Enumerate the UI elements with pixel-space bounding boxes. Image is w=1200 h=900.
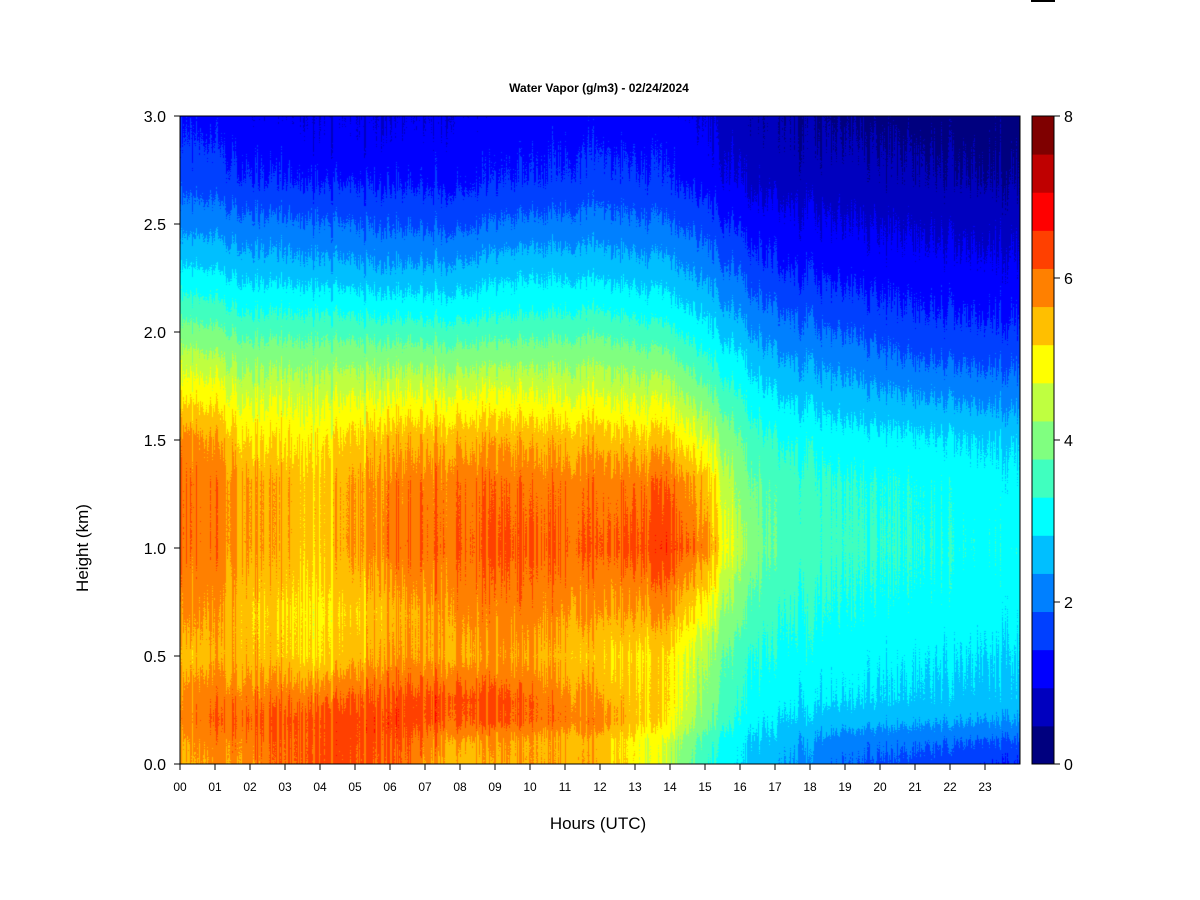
colorbar-tick-label: 8 — [1064, 109, 1073, 126]
colorbar-tick-label: 2 — [1064, 595, 1073, 612]
x-tick-label: 08 — [453, 780, 467, 794]
chart-title: Water Vapor (g/m3) - 02/24/2024 — [509, 81, 689, 95]
colorbar-tick-label: 4 — [1064, 433, 1073, 450]
y-tick-label: 0.0 — [144, 757, 166, 774]
x-tick-label: 13 — [628, 780, 642, 794]
colorbar-bin — [1032, 154, 1054, 193]
x-tick-label: 21 — [908, 780, 922, 794]
colorbar-bin — [1032, 687, 1054, 727]
colorbar-bin — [1032, 382, 1054, 422]
x-axis-label: Hours (UTC) — [550, 814, 646, 833]
x-tick-label: 12 — [593, 780, 607, 794]
colorbar-bin — [1032, 306, 1054, 346]
colorbar-bin — [1032, 611, 1054, 651]
colorbar-bin — [1032, 230, 1054, 269]
x-tick-label: 01 — [208, 780, 222, 794]
x-tick-label: 23 — [978, 780, 992, 794]
x-tick-label: 14 — [663, 780, 677, 794]
y-tick-label: 1.5 — [144, 433, 166, 450]
y-tick-label: 0.5 — [144, 649, 166, 666]
colorbar-bin — [1032, 535, 1054, 574]
x-tick-label: 16 — [733, 780, 747, 794]
x-tick-label: 04 — [313, 780, 327, 794]
colorbar-bin — [1032, 268, 1054, 308]
colorbar-bin — [1032, 725, 1054, 765]
colorbar-bin — [1032, 420, 1054, 460]
plot-area — [179, 115, 1021, 765]
colorbar-bin — [1032, 497, 1054, 536]
x-tick-label: 00 — [173, 780, 187, 794]
x-tick-label: 11 — [559, 780, 572, 794]
colorbar-tick-label: 0 — [1064, 757, 1073, 774]
colorbar-bin — [1032, 192, 1054, 231]
colorbar-tick-label: 6 — [1064, 271, 1073, 288]
colorbar-bin — [1032, 116, 1054, 155]
y-axis-label: Height (km) — [73, 504, 92, 592]
y-axis: 0.0 0.5 1.0 1.5 2.0 2.5 3.0 — [144, 109, 181, 774]
x-tick-label: 02 — [243, 780, 257, 794]
x-tick-label: 22 — [943, 780, 957, 794]
y-tick-label: 2.5 — [144, 217, 166, 234]
x-tick-label: 03 — [278, 780, 292, 794]
x-tick-label: 09 — [488, 780, 502, 794]
x-tick-label: 10 — [523, 780, 537, 794]
colorbar-bin — [1032, 344, 1054, 384]
colorbar-bin — [1032, 459, 1054, 498]
x-tick-label: 15 — [698, 780, 712, 794]
corner-mark — [1031, 0, 1055, 2]
x-tick-label: 06 — [383, 780, 397, 794]
colorbar-bin — [1032, 649, 1054, 689]
x-tick-label: 18 — [803, 780, 817, 794]
colorbar-bin — [1032, 573, 1054, 613]
x-axis: 00 01 02 03 04 05 06 07 08 09 10 11 12 13 14 15 16 17 18 19… — [173, 763, 992, 794]
y-tick-label: 1.0 — [144, 541, 166, 558]
y-tick-label: 2.0 — [144, 325, 166, 342]
x-tick-label: 19 — [838, 780, 852, 794]
heatmap-image — [180, 116, 1020, 764]
x-tick-label: 20 — [873, 780, 887, 794]
x-tick-label: 07 — [418, 780, 432, 794]
x-tick-label: 05 — [348, 780, 362, 794]
y-tick-label: 3.0 — [144, 109, 166, 126]
x-tick-label: 17 — [768, 780, 782, 794]
colorbar: 0 2 4 6 8 — [1031, 109, 1073, 774]
